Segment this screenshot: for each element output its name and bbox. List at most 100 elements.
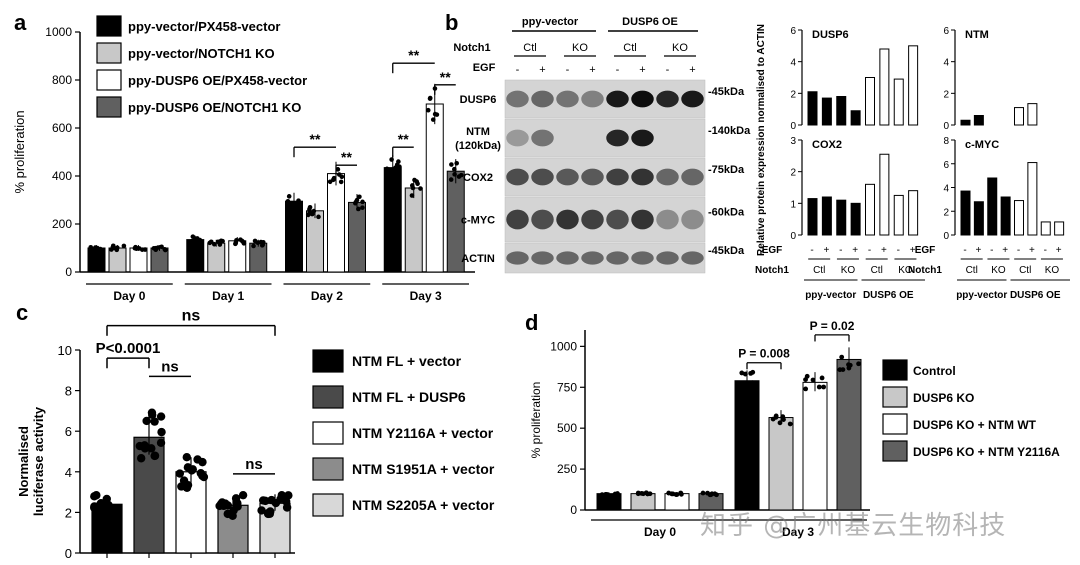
b-notch1-value: KO — [672, 42, 688, 54]
bq-group-label: DUSP6 OE — [1010, 290, 1061, 301]
a-point — [159, 244, 164, 250]
d-legend-swatch — [882, 359, 908, 381]
bq-notch1-value: Ctl — [1019, 265, 1031, 276]
a-point — [110, 243, 116, 249]
d-legend-label: DUSP6 KO + NTM WT — [913, 418, 1037, 432]
b-row-label: ACTIN — [461, 253, 495, 265]
a-bar — [425, 103, 444, 273]
a-legend-label: ppy-DUSP6 OE/PX458-vector — [128, 73, 307, 88]
bq-notch1-value: KO — [1045, 265, 1060, 276]
a-point — [234, 237, 239, 243]
bq-y-tick-label: 4 — [790, 58, 796, 69]
a-point — [212, 241, 217, 247]
a-point — [240, 238, 245, 244]
a-sig-label: ** — [440, 69, 451, 85]
b-band — [656, 209, 679, 230]
d-point — [712, 491, 718, 497]
c-point — [223, 509, 232, 519]
b-row-label: NTM — [466, 126, 490, 138]
d-y-tick-label: 500 — [557, 421, 577, 435]
d-bar — [734, 380, 760, 511]
bq-subplot-title: NTM — [965, 29, 989, 41]
a-legend-swatch — [96, 96, 122, 118]
a-y-tick-label: 600 — [52, 121, 72, 135]
a-point — [434, 112, 440, 117]
c-legend-swatch — [312, 493, 344, 517]
c-point — [182, 483, 192, 493]
bq-notch1-value: Ctl — [813, 265, 825, 276]
bq-egf-value: - — [897, 245, 900, 256]
d-x-tick-label: Day 0 — [644, 525, 676, 539]
b-band — [631, 129, 654, 147]
d-bar — [836, 358, 862, 511]
bq-y-tick-label: 2 — [943, 89, 949, 100]
c-point — [198, 457, 207, 467]
bq-egf-value: + — [1056, 245, 1062, 256]
d-point — [816, 384, 822, 390]
a-y-tick-label: 200 — [52, 217, 72, 231]
a-point — [448, 177, 454, 182]
bq-bar — [1027, 162, 1038, 236]
c-legend-label: NTM FL + vector — [352, 353, 462, 369]
a-point — [338, 179, 344, 185]
bq-group-label: ppy-vector — [956, 290, 1007, 301]
b-band — [681, 251, 704, 265]
bq-bar — [850, 202, 861, 236]
d-point — [837, 367, 843, 373]
a-point — [410, 185, 416, 191]
bq-y-tick-label: 3 — [790, 136, 796, 147]
bq-bar — [1040, 221, 1051, 236]
bq-egf-value: - — [1044, 245, 1047, 256]
c-point — [156, 438, 166, 448]
b-band — [581, 209, 604, 230]
b-mw-label: -45kDa — [708, 245, 745, 257]
a-point — [285, 204, 290, 210]
a-point — [197, 237, 203, 243]
c-point — [233, 502, 242, 511]
b-band — [506, 251, 529, 265]
c-point — [150, 417, 159, 426]
bq-bar — [879, 48, 890, 126]
bq-y-label: Relative protein expression normalised t… — [756, 24, 767, 256]
c-y-tick-label: 10 — [58, 343, 72, 358]
c-legend-swatch — [312, 421, 344, 445]
bq-bar — [821, 196, 832, 236]
bq-bar — [1027, 103, 1038, 126]
bq-bar — [836, 199, 847, 236]
bq-group-label: ppy-vector — [805, 290, 856, 301]
a-legend-swatch — [96, 15, 122, 37]
bq-bar — [807, 198, 818, 236]
c-point — [182, 453, 192, 462]
bq-bar — [908, 190, 919, 236]
a-bar — [285, 200, 303, 273]
a-bar — [404, 187, 423, 273]
bq-y-tick-label: 0 — [943, 231, 949, 242]
c-point — [156, 412, 166, 421]
b-band — [681, 168, 704, 186]
bq-egf-value: + — [975, 245, 981, 256]
a-point — [427, 95, 433, 101]
a-point — [360, 205, 365, 210]
panel-label-a: a — [14, 10, 27, 35]
bq-egf-value: - — [990, 245, 993, 256]
bq-bar — [973, 115, 984, 126]
a-bar — [207, 242, 226, 273]
c-point — [199, 472, 209, 482]
a-point — [109, 247, 114, 252]
bq-notch1-value: Ctl — [871, 265, 883, 276]
a-y-tick-label: 800 — [52, 73, 72, 87]
a-point — [252, 238, 258, 244]
a-x-tick-label: Day 3 — [410, 289, 442, 303]
a-bar — [348, 201, 366, 273]
a-point — [207, 240, 213, 246]
c-sig-label: P<0.0001 — [96, 340, 161, 357]
a-point — [260, 242, 266, 248]
bq-y-tick-label: 2 — [943, 207, 949, 218]
d-y-tick-label: 0 — [570, 503, 577, 517]
c-point — [282, 503, 292, 512]
c-y-label-2: luciferase activity — [31, 406, 46, 516]
b-mw-label: -45kDa — [708, 86, 745, 98]
b-egf-value: - — [616, 64, 620, 76]
panel-label-d: d — [525, 310, 538, 335]
b-band — [631, 168, 654, 186]
